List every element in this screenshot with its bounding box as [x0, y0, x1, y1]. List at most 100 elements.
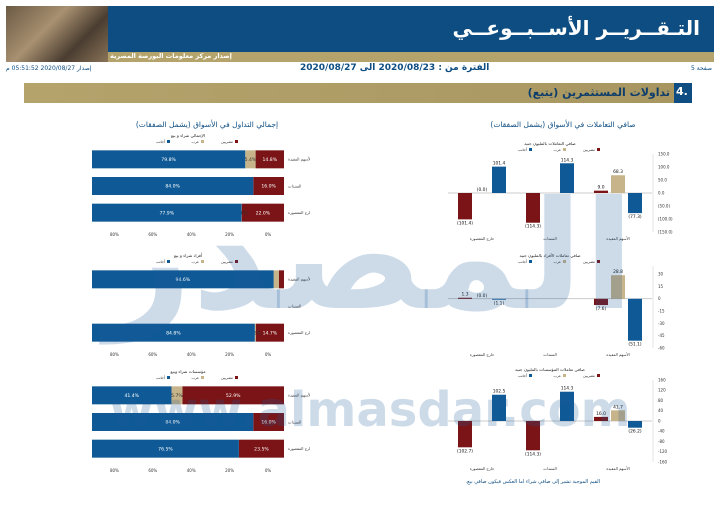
data-label: 102.5	[493, 389, 506, 395]
data-label: 14.8%	[262, 157, 277, 163]
y-tick-label: -160	[658, 459, 668, 464]
category-label: الأسهم المقيدة	[288, 157, 310, 162]
chart-title: صافي تعاملات الأفراد بالمليون جنيه	[519, 253, 581, 258]
data-label: 9.0	[598, 185, 605, 191]
data-label: (101.4)	[457, 220, 473, 226]
bar	[492, 166, 506, 193]
chart-title: أفراد شراء و بيع	[174, 252, 202, 258]
net-institutions-chart: صافي تعاملات المؤسسات بالمليون جنيه مصريي…	[448, 367, 668, 471]
data-label: 101.4	[493, 161, 506, 167]
legend-swatch	[167, 376, 170, 379]
x-tick-label: 20%	[225, 468, 234, 473]
category-label: الأسهم المقيدة	[606, 236, 629, 241]
data-label: (7.6)	[596, 306, 607, 312]
y-tick-label: -40	[658, 429, 665, 434]
bar-segment	[279, 270, 284, 289]
legend-swatch	[597, 260, 600, 263]
header-subtitle: إصدار مركز معلومات البورصة المصرية	[110, 52, 232, 60]
x-tick-label: 60%	[148, 468, 157, 473]
data-label: 16.0	[596, 411, 606, 417]
bar	[526, 193, 540, 223]
x-tick-label: 0%	[265, 232, 272, 237]
header-subtitle-bar	[108, 52, 714, 62]
data-label: (114.3)	[525, 451, 541, 457]
legend-swatch	[563, 260, 566, 263]
data-label: 41.7	[613, 404, 623, 410]
data-label: (0.0)	[477, 293, 488, 299]
total-share-chart: الإجمالي شراء و بيع مصريين عرب أجانب الأسهم …	[92, 133, 310, 237]
bar	[611, 410, 625, 421]
data-label: 79.8%	[161, 157, 176, 163]
bar	[628, 421, 642, 428]
data-label: (26.2)	[628, 429, 641, 435]
x-tick-label: 60%	[148, 352, 157, 357]
y-tick-label: (50.0)	[658, 203, 670, 208]
category-label: خارج المقصورة	[470, 352, 495, 357]
y-tick-label: 30	[658, 272, 664, 277]
legend-label: أجانب	[518, 373, 527, 378]
legend-swatch	[563, 374, 566, 377]
bar-segment	[92, 270, 274, 289]
category-label: الأسهم المقيدة	[606, 352, 629, 357]
category-label: السندات	[543, 466, 556, 471]
data-label: 77.9%	[159, 210, 174, 216]
category-label: السندات	[288, 303, 301, 308]
category-label: خارج المقصورة	[470, 466, 495, 471]
section-number: 4.	[676, 85, 688, 98]
legend-swatch	[529, 260, 532, 263]
bar	[611, 175, 625, 193]
individuals-share-chart: أفراد شراء و بيع مصريين عرب أجانب الأسهم الم…	[92, 252, 310, 357]
chart-title: مؤسسات شراء وبيع	[170, 369, 205, 374]
legend-label: أجانب	[156, 259, 165, 264]
bar-segment	[182, 386, 284, 405]
category-label: خارج المقصورة	[288, 210, 310, 215]
legend-label: عرب	[191, 376, 199, 380]
x-tick-label: 20%	[225, 232, 234, 237]
legend-label: مصريين	[583, 374, 595, 378]
category-label: الأسهم المقيدة	[288, 393, 310, 398]
data-label: 5.4%	[245, 157, 257, 163]
section-title: تداولات المستثمرين (يتبع)	[527, 86, 670, 99]
data-label: 0.5%	[249, 330, 261, 336]
bar-segment	[255, 150, 284, 169]
category-label: خارج المقصورة	[288, 330, 310, 335]
y-tick-label: -80	[658, 439, 665, 444]
category-label: خارج المقصورة	[470, 236, 495, 241]
x-tick-label: 40%	[187, 468, 196, 473]
right-panel-title: صافي التعاملات في الأسواق (يشمل الصفقات)	[490, 120, 636, 129]
y-tick-label: -60	[658, 345, 665, 350]
y-tick-label: (150.0)	[658, 229, 673, 234]
data-label: 0.1%	[236, 210, 248, 216]
bar	[594, 190, 608, 193]
section-bar	[24, 83, 692, 103]
x-tick-label: 40%	[187, 232, 196, 237]
bar-segment	[273, 270, 280, 289]
bar-segment	[171, 386, 183, 405]
data-label: 5.7%	[171, 393, 183, 399]
bar-segment	[253, 177, 284, 195]
legend-swatch	[167, 260, 170, 263]
x-tick-label: 80%	[110, 232, 119, 237]
legend-label: أجانب	[518, 147, 527, 152]
x-tick-label: 0%	[265, 468, 272, 473]
data-label: (51.1)	[628, 342, 641, 348]
bar	[526, 421, 540, 451]
y-tick-label: 120	[658, 388, 666, 393]
data-label: 16.0%	[261, 420, 276, 426]
bar	[628, 298, 642, 341]
y-tick-label: -30	[658, 321, 665, 326]
x-tick-label: 80%	[110, 352, 119, 357]
y-tick-label: 0.0	[658, 190, 665, 195]
data-label: 1.3	[462, 292, 469, 298]
x-tick-label: 20%	[225, 352, 234, 357]
data-label: 16.0%	[261, 184, 276, 190]
y-tick-label: -45	[658, 333, 665, 338]
legend-label: أجانب	[518, 259, 527, 264]
data-label: 41.4%	[124, 393, 139, 399]
bar	[492, 394, 506, 421]
legend-label: مصريين	[583, 260, 595, 264]
bar	[458, 421, 472, 448]
chart-title: صافي تعاملات المؤسسات بالمليون جنيه	[515, 367, 585, 372]
data-label: 114.3	[561, 157, 574, 163]
y-tick-label: 150.0	[658, 151, 670, 156]
